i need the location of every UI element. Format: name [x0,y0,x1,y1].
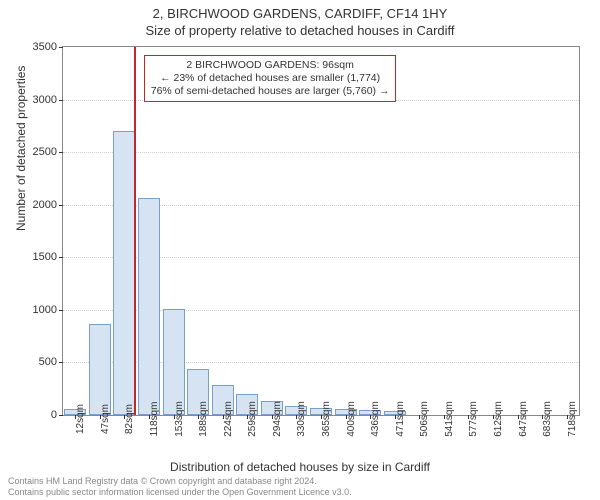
y-axis-label: Number of detached properties [14,66,28,231]
footer-line-1: Contains HM Land Registry data © Crown c… [8,476,352,486]
xtick-label: 224sqm [223,401,234,437]
xtick-label: 188sqm [198,401,209,437]
ytick-label: 0 [51,409,57,421]
ytick-mark [59,310,63,311]
annotation-box: 2 BIRCHWOOD GARDENS: 96sqm← 23% of detac… [144,55,397,102]
ytick-mark [59,100,63,101]
ytick-label: 3000 [33,94,57,106]
xtick-label: 541sqm [444,401,455,437]
ytick-mark [59,205,63,206]
ytick-mark [59,152,63,153]
plot-wrap: 050010001500200025003000350012sqm47sqm82… [62,46,580,416]
x-axis-label: Distribution of detached houses by size … [0,460,600,474]
marker-line [134,47,136,415]
xtick-label: 436sqm [370,401,381,437]
ytick-mark [59,362,63,363]
xtick-label: 47sqm [100,404,111,434]
bar [113,131,135,415]
xtick-label: 683sqm [542,401,553,437]
xtick-label: 577sqm [468,401,479,437]
xtick-label: 12sqm [75,404,86,434]
footer: Contains HM Land Registry data © Crown c… [8,476,352,497]
ytick-label: 3500 [33,41,57,53]
annotation-line-1: 2 BIRCHWOOD GARDENS: 96sqm [151,59,390,72]
title-line-2: Size of property relative to detached ho… [0,23,600,40]
ytick-label: 500 [39,356,57,368]
xtick-label: 612sqm [493,401,504,437]
annotation-line-3: 76% of semi-detached houses are larger (… [151,85,390,98]
xtick-label: 259sqm [247,401,258,437]
ytick-mark [59,257,63,258]
ytick-label: 1000 [33,304,57,316]
plot-area: 050010001500200025003000350012sqm47sqm82… [62,46,580,416]
gridline [63,152,579,153]
xtick-label: 294sqm [272,401,283,437]
footer-line-2: Contains public sector information licen… [8,487,352,497]
bar [138,198,160,415]
xtick-label: 330sqm [296,401,307,437]
bar [89,324,111,415]
bar [163,309,185,415]
xtick-label: 400sqm [346,401,357,437]
xtick-label: 471sqm [395,401,406,437]
ytick-mark [59,47,63,48]
xtick-label: 718sqm [567,401,578,437]
xtick-label: 118sqm [149,402,160,437]
xtick-label: 153sqm [174,401,185,437]
xtick-label: 365sqm [321,401,332,437]
ytick-label: 1500 [33,251,57,263]
xtick-label: 506sqm [419,401,430,437]
title-line-1: 2, BIRCHWOOD GARDENS, CARDIFF, CF14 1HY [0,6,600,23]
title-block: 2, BIRCHWOOD GARDENS, CARDIFF, CF14 1HY … [0,0,600,40]
chart-container: 2, BIRCHWOOD GARDENS, CARDIFF, CF14 1HY … [0,0,600,500]
ytick-label: 2500 [33,146,57,158]
ytick-mark [59,415,63,416]
annotation-line-2: ← 23% of detached houses are smaller (1,… [151,72,390,85]
ytick-label: 2000 [33,199,57,211]
xtick-label: 647sqm [518,401,529,437]
